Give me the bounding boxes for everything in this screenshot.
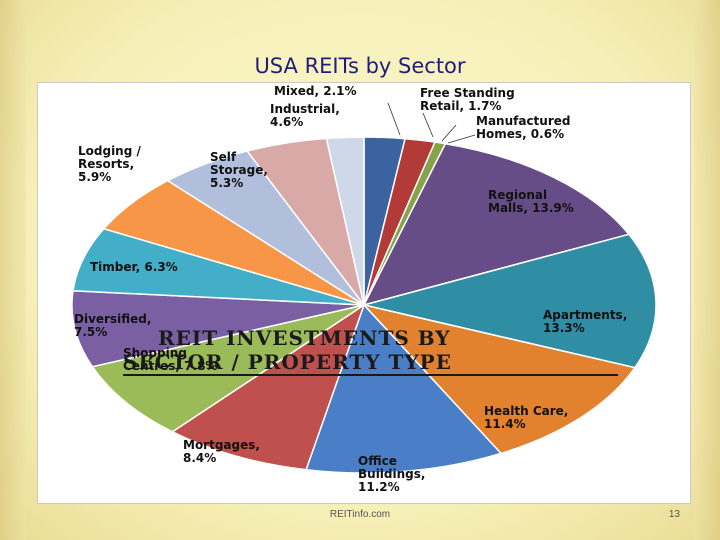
slice-label-lodging-resorts: Lodging / Resorts, 5.9% [78, 144, 141, 184]
pie-slice-regional-malls [362, 142, 631, 307]
slice-label-apartments: Apartments, 13.3% [543, 308, 627, 335]
slice-label-timber: Timber, 6.3% [90, 260, 178, 274]
chart-banner-line-1: REIT INVESTMENTS BY [158, 326, 451, 350]
leader-line [422, 112, 434, 138]
slice-label-free-standing-retail: Free Standing Retail, 1.7% [420, 86, 515, 113]
slice-label-mixed: Mixed, 2.1% [274, 84, 357, 98]
pie-slice-office-buildings [305, 303, 503, 474]
page-number: 13 [668, 509, 680, 520]
slice-label-industrial: Industrial, 4.6% [270, 102, 340, 129]
slice-label-regional-malls: Regional Malls, 13.9% [488, 188, 574, 215]
slice-label-self-storage: Self Storage, 5.3% [210, 150, 268, 190]
pie-slice-health-care [361, 303, 637, 455]
pie-slice-mixed [325, 136, 365, 306]
slice-label-health-care: Health Care, 11.4% [484, 404, 568, 431]
slice-label-manufactured-homes: Manufactured Homes, 0.6% [476, 114, 570, 141]
slice-label-shopping-centres: Shopping Centres, 7.8% [123, 346, 217, 373]
slide-frame-left [0, 0, 26, 540]
pie-chart-panel: Free Standing Retail, 1.7% Manufactured Hom… [37, 82, 691, 504]
footer-source: REITinfo.com [329, 509, 391, 520]
leader-line [387, 102, 401, 136]
slice-label-diversified: Diversified, 7.5% [74, 312, 151, 339]
slice-label-mortgages: Mortgages, 8.4% [183, 438, 260, 465]
pie-slice-diversified [71, 290, 365, 368]
pie-chart: Free Standing Retail, 1.7%Manufactured Hom… [71, 84, 657, 494]
chart-banner-line-2: SECTOR / PROPERTY TYPE [123, 350, 452, 374]
leader-line [441, 124, 457, 142]
pie-slice-shopping-centres [91, 304, 365, 433]
slice-label-office-buildings: Office Buildings, 11.2% [358, 454, 425, 494]
pie-slice-mortgages [170, 303, 366, 471]
pie-slice-apartments [363, 233, 657, 369]
slide-frame-right [694, 0, 720, 540]
leader-line [447, 134, 476, 144]
slide-title: USA REITs by Sector [254, 54, 466, 78]
